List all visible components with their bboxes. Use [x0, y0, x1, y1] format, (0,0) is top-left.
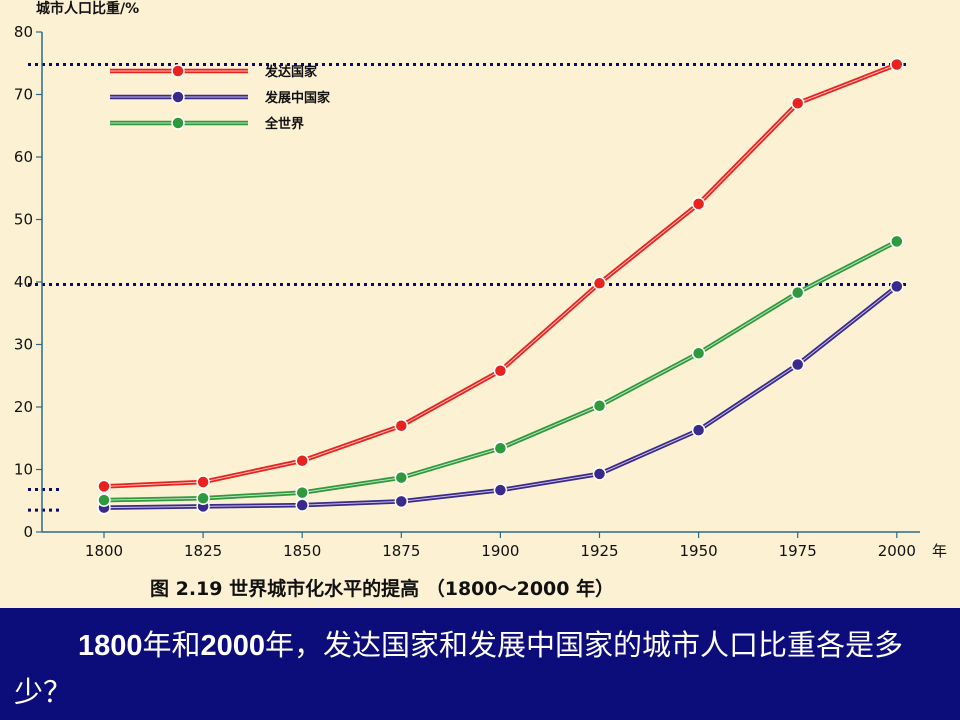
x-unit-label: 年 [932, 542, 947, 560]
series-0-point-1800 [97, 479, 111, 494]
x-tick-label: 2000 [878, 542, 916, 560]
chart-panel: 城市人口比重/% 0 10 20 30 40 50 60 70 80 1800 1825 1850 1… [0, 0, 960, 608]
y-tick-label: 30 [14, 336, 33, 354]
x-tick-label: 1800 [85, 542, 123, 560]
series-2-point-1875 [394, 470, 409, 485]
series-0-point-1975 [790, 96, 805, 110]
y-tick-label: 50 [14, 211, 33, 229]
reference-lines [28, 63, 909, 512]
y-ticks: 0 10 20 30 40 50 60 70 80 [14, 23, 42, 541]
y-tick-label: 0 [23, 523, 33, 541]
series-0-point-2000 [890, 57, 904, 72]
series-1-point-1850 [295, 498, 309, 512]
legend-marker-0 [171, 64, 185, 78]
series-group [97, 57, 904, 515]
question-box: 1800年和2000年，发达国家和发展中国家的城市人口比重各是多少？ [0, 608, 960, 720]
series-2-point-1975 [790, 285, 805, 300]
figure-caption: 图 2.19 世界城市化水平的提高 （1800～2000 年） [150, 577, 614, 600]
x-tick-label: 1925 [580, 542, 618, 560]
series-1-point-1975 [790, 357, 805, 372]
series-1-point-1925 [592, 467, 607, 481]
series-0-point-1925 [592, 276, 607, 290]
question-text-part1: 年和 [142, 628, 201, 662]
series-1-line-inner [103, 285, 898, 509]
legend-label-2: 全世界 [264, 116, 304, 132]
series-1-point-1900 [493, 483, 508, 497]
x-tick-label: 1875 [382, 542, 420, 560]
series-2-point-1900 [493, 441, 508, 455]
series-2-point-2000 [890, 234, 904, 249]
x-tick-label: 1975 [779, 542, 817, 560]
x-ticks: 1800 1825 1850 1875 1900 1925 1950 1975 2000 [85, 532, 916, 560]
series-0-line-outer [103, 62, 898, 489]
series-2-point-1850 [295, 485, 309, 500]
series-1-point-1875 [394, 494, 409, 509]
legend-label-1: 发展中国家 [264, 90, 331, 106]
y-axis-title: 城市人口比重/% [36, 0, 139, 17]
x-tick-label: 1950 [680, 542, 718, 560]
x-tick-label: 1825 [184, 542, 222, 560]
legend-marker-1 [171, 90, 185, 104]
series-1-point-2000 [890, 279, 904, 294]
x-tick-label: 1900 [481, 542, 519, 560]
series-2-point-1925 [592, 399, 607, 413]
series-2-point-1825 [196, 491, 210, 505]
series-0-point-1875 [394, 419, 409, 433]
question-text-part2: 年，发达国家和发展中国家的城市人口比重各是多少？ [14, 628, 904, 709]
y-tick-label: 10 [14, 461, 33, 479]
series-0-point-1950 [691, 197, 706, 211]
y-tick-label: 80 [14, 23, 33, 41]
question-year-1800: 1800 [78, 630, 143, 662]
legend-label-0: 发达国家 [264, 64, 318, 80]
series-1-line-outer [103, 284, 899, 510]
series-0-point-1825 [196, 475, 210, 489]
y-tick-label: 70 [14, 86, 33, 104]
y-tick-label: 40 [14, 273, 33, 291]
question-year-2000: 2000 [200, 630, 266, 662]
series-2-point-1800 [97, 493, 111, 507]
y-tick-label: 60 [14, 148, 33, 166]
series-0-point-1850 [295, 454, 309, 468]
y-tick-label: 20 [14, 398, 33, 416]
series-0-line-inner [103, 64, 897, 487]
legend-marker-2 [171, 116, 185, 130]
series-0-point-1900 [493, 364, 508, 378]
x-tick-label: 1850 [283, 542, 321, 560]
series-2-point-1950 [691, 346, 706, 360]
series-1-point-1950 [691, 423, 706, 437]
